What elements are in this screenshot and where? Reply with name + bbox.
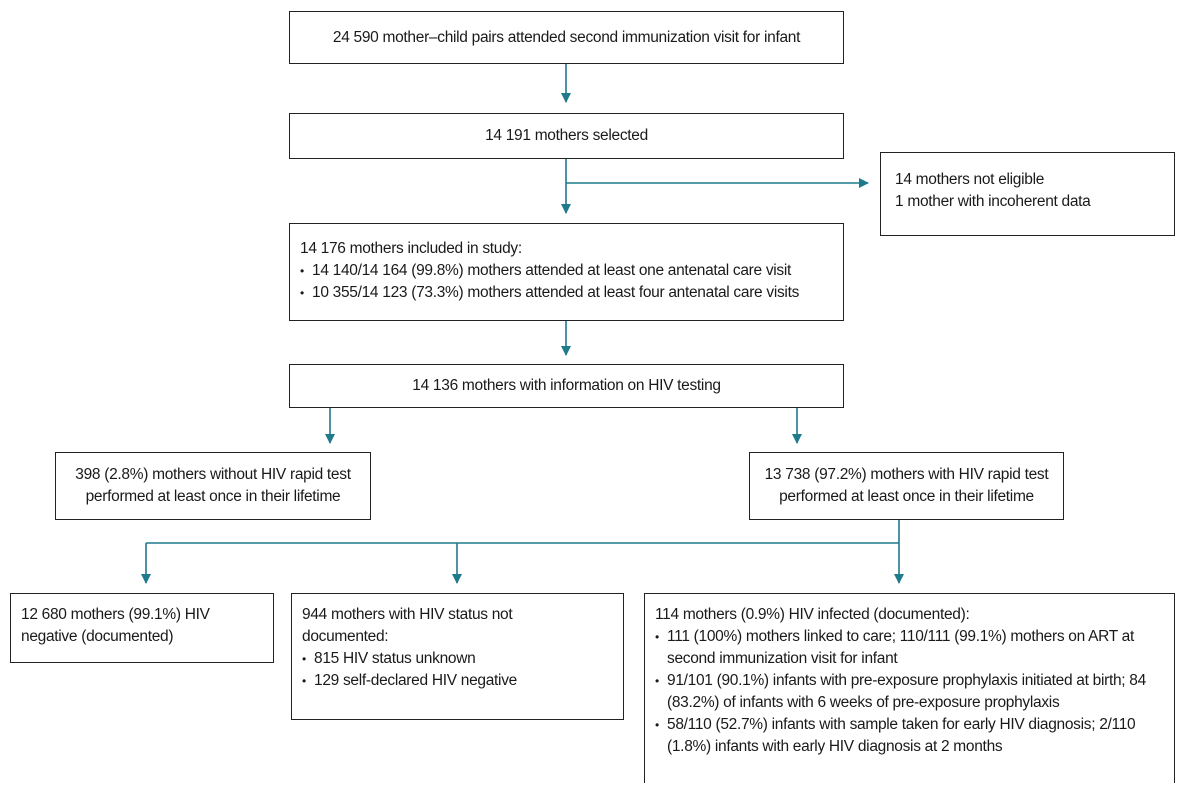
node-no-test: 398 (2.8%) mothers without HIV rapid tes… [55,452,371,520]
node-not-documented: 944 mothers with HIV status not document… [291,593,624,720]
node-not-documented-bullets: 815 HIV status unknown 129 self-declared… [302,648,613,692]
node-excluded-line-1: 14 mothers not eligible [895,171,1045,188]
node-infected-bullet-2-line-1: 91/101 (90.1%) infants with pre-exposure… [667,672,1146,689]
node-selected-text: 14 191 mothers selected [485,127,648,144]
node-negative: 12 680 mothers (99.1%) HIV negative (doc… [10,593,274,663]
node-negative-line-1: 12 680 mothers (99.1%) HIV [21,606,210,623]
node-infected-bullet-1-line-2: second immunization visit for infant [667,650,898,667]
node-included-bullet: 14 140/14 164 (99.8%) mothers attended a… [300,260,833,282]
node-not-documented-bullet: 815 HIV status unknown [302,648,613,670]
node-selected: 14 191 mothers selected [289,113,844,159]
node-infected-bullet: 111 (100%) mothers linked to care; 110/1… [655,626,1164,670]
node-infected-bullet: 58/110 (52.7%) infants with sample taken… [655,714,1164,758]
node-infected-bullet: 91/101 (90.1%) infants with pre-exposure… [655,670,1164,714]
node-excluded-line-2: 1 mother with incoherent data [895,193,1091,210]
node-not-documented-bullet: 129 self-declared HIV negative [302,670,613,692]
node-infected: 114 mothers (0.9%) HIV infected (documen… [644,593,1175,783]
node-tested: 13 738 (97.2%) mothers with HIV rapid te… [749,452,1064,520]
node-not-documented-title-2: documented: [302,628,389,645]
node-included-title: 14 176 mothers included in study: [300,240,522,257]
node-infected-bullet-3-line-2: (1.8%) infants with early HIV diagnosis … [667,738,1003,755]
node-included-bullets: 14 140/14 164 (99.8%) mothers attended a… [300,260,833,304]
node-attended: 24 590 mother–child pairs attended secon… [289,11,844,64]
node-attended-text: 24 590 mother–child pairs attended secon… [332,28,801,46]
node-infected-title: 114 mothers (0.9%) HIV infected (documen… [655,606,970,623]
node-hiv-info: 14 136 mothers with information on HIV t… [289,364,844,408]
node-hiv-info-text: 14 136 mothers with information on HIV t… [412,377,721,394]
node-included-bullet: 10 355/14 123 (73.3%) mothers attended a… [300,282,833,304]
node-tested-line-2: performed at least once in their lifetim… [779,488,1034,505]
node-negative-line-2: negative (documented) [21,628,174,645]
node-no-test-line-2: performed at least once in their lifetim… [85,488,341,505]
node-excluded: 14 mothers not eligible 1 mother with in… [880,152,1175,236]
node-infected-bullet-1-line-1: 111 (100%) mothers linked to care; 110/1… [667,628,1134,645]
node-tested-line-1: 13 738 (97.2%) mothers with HIV rapid te… [764,466,1049,483]
node-no-test-line-1: 398 (2.8%) mothers without HIV rapid tes… [75,466,351,483]
node-infected-bullet-3-line-1: 58/110 (52.7%) infants with sample taken… [667,716,1136,733]
node-infected-bullets: 111 (100%) mothers linked to care; 110/1… [655,626,1164,758]
node-not-documented-title-1: 944 mothers with HIV status not [302,606,513,623]
node-included: 14 176 mothers included in study: 14 140… [289,223,844,321]
node-infected-bullet-2-line-2: (83.2%) of infants with 6 weeks of pre-e… [667,694,1060,711]
